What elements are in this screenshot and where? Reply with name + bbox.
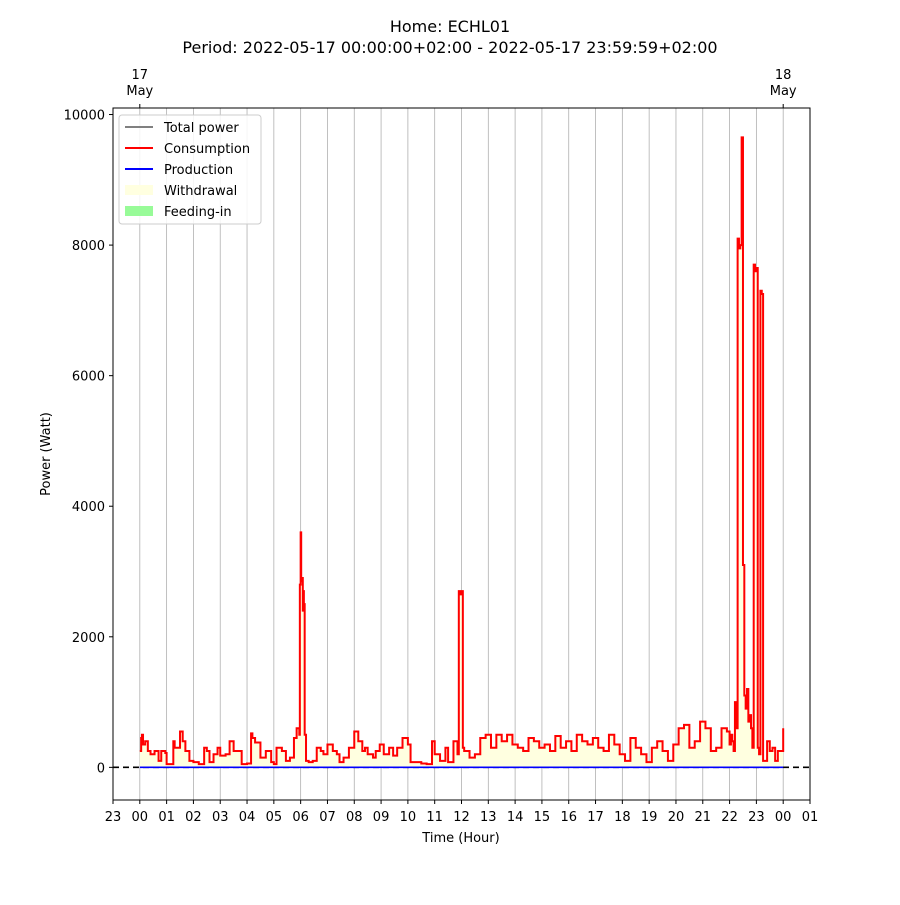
y-tick-label: 0 [97, 761, 105, 776]
y-tick-label: 4000 [72, 500, 105, 515]
x-tick-label: 08 [346, 810, 363, 825]
chart-title: Home: ECHL01 [390, 17, 510, 36]
top-tick-label: May [126, 84, 153, 99]
y-tick-label: 6000 [72, 370, 105, 385]
chart-subtitle: Period: 2022-05-17 00:00:00+02:00 - 2022… [182, 38, 717, 57]
legend-label: Total power [163, 121, 239, 136]
legend-label: Consumption [164, 142, 250, 157]
x-tick-label: 18 [614, 810, 631, 825]
x-tick-label: 00 [132, 810, 149, 825]
legend-patch-swatch [125, 185, 153, 195]
y-tick-layer: 0 2000 4000 6000 8000 10000 [64, 109, 113, 776]
x-tick-label: 05 [266, 810, 283, 825]
top-tick-label: 17 [132, 68, 149, 83]
legend-label: Withdrawal [164, 184, 237, 199]
series-layer [113, 136, 810, 769]
top-tick-label: 18 [775, 68, 792, 83]
x-axis-label: Time (Hour) [421, 831, 499, 846]
x-tick-label: 04 [239, 810, 256, 825]
x-tick-label: 09 [373, 810, 390, 825]
legend-patch-swatch [125, 206, 153, 216]
x-tick-label: 06 [292, 810, 309, 825]
x-tick-label: 21 [694, 810, 711, 825]
x-tick-label: 19 [641, 810, 658, 825]
x-tick-label: 03 [212, 810, 229, 825]
x-tick-label: 01 [158, 810, 175, 825]
x-tick-label: 07 [319, 810, 336, 825]
x-tick-label: 14 [507, 810, 524, 825]
x-tick-layer: 23 00 01 02 03 04 05 06 07 08 09 10 11 12 13 14 15 16 17 18… [105, 800, 819, 825]
x-tick-label: 23 [105, 810, 122, 825]
x-tick-label: 00 [775, 810, 792, 825]
y-axis-label: Power (Watt) [39, 412, 54, 496]
x-tick-label: 17 [587, 810, 604, 825]
y-tick-label: 2000 [72, 631, 105, 646]
series-consumption-line [139, 136, 785, 766]
y-tick-label: 10000 [64, 109, 105, 124]
x-tick-label: 16 [560, 810, 577, 825]
x-tick-label: 10 [400, 810, 417, 825]
x-tick-label: 11 [426, 810, 443, 825]
top-tick-label: May [770, 84, 797, 99]
legend-label: Feeding-in [164, 205, 232, 220]
x-tick-label: 02 [185, 810, 202, 825]
x-tick-label: 01 [802, 810, 819, 825]
y-tick-label: 8000 [72, 239, 105, 254]
legend-label: Production [164, 163, 233, 178]
x-tick-label: 22 [721, 810, 738, 825]
legend: Total power Consumption Production Withdraw… [118, 114, 262, 225]
x-tick-label: 23 [748, 810, 765, 825]
x-tick-label: 15 [534, 810, 551, 825]
x-tick-label: 20 [668, 810, 685, 825]
x-tick-label: 13 [480, 810, 497, 825]
legend-box [118, 114, 262, 225]
x-tick-label: 12 [453, 810, 470, 825]
